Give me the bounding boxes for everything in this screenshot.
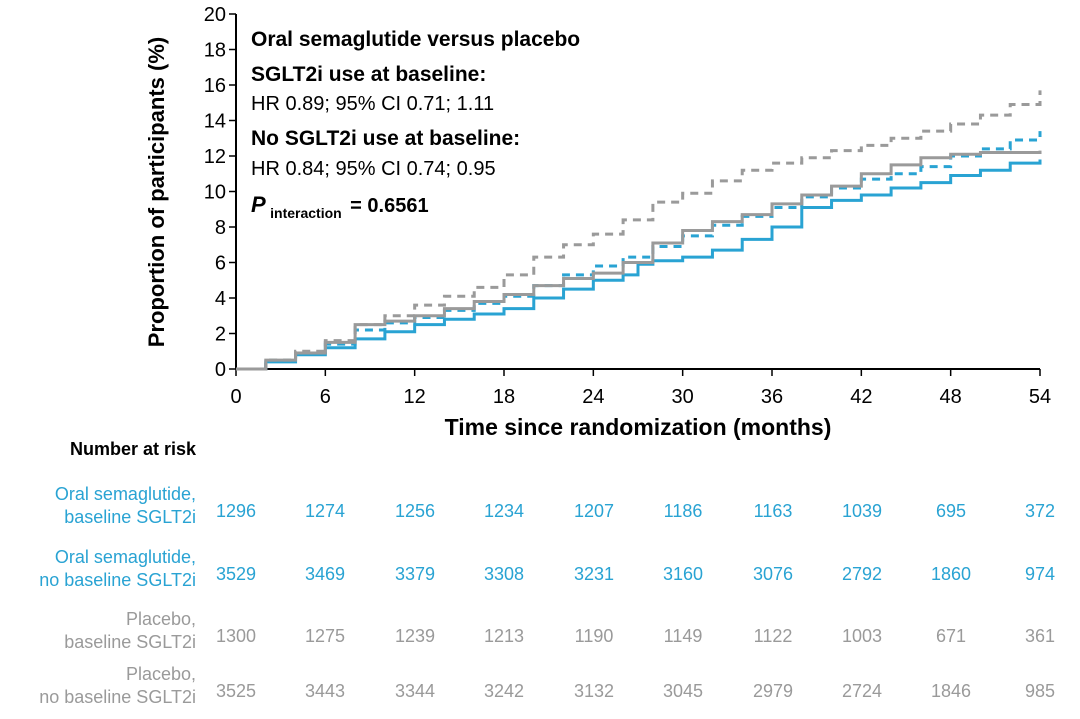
annotation-no-sglt2-heading: No SGLT2i use at baseline: (251, 127, 520, 150)
x-tick-label: 0 (230, 386, 241, 408)
risk-row-sema-no-sglt2: Oral semaglutide, no baseline SGLT2i 352… (0, 546, 1080, 602)
risk-row-label-line1: Placebo, (125, 664, 196, 684)
risk-cell: 1846 (930, 681, 972, 701)
risk-row-placebo-no-sglt2: Placebo, no baseline SGLT2i 3525 3443 33… (0, 663, 1080, 719)
risk-cell: 1300 (215, 626, 257, 646)
y-axis-label: Proportion of participants (%) (144, 37, 169, 347)
risk-cell: 2724 (841, 681, 883, 701)
annotation-title: Oral semaglutide versus placebo (251, 28, 580, 51)
x-tick-label: 48 (940, 386, 962, 408)
risk-cell: 361 (1024, 626, 1056, 646)
annotation-box: Oral semaglutide versus placebo SGLT2i u… (251, 28, 580, 222)
y-tick-label: 2 (215, 324, 226, 346)
risk-cell: 974 (1024, 564, 1056, 584)
risk-cell: 3443 (304, 681, 346, 701)
x-tick-label: 36 (761, 386, 783, 408)
risk-cell: 1860 (930, 564, 972, 584)
risk-cell: 1122 (753, 626, 793, 646)
y-tick-label: 8 (215, 217, 226, 239)
risk-cell: 372 (1024, 501, 1056, 521)
risk-cell: 1296 (215, 501, 257, 521)
risk-cell: 1149 (663, 626, 703, 646)
risk-cell: 695 (935, 501, 967, 521)
x-tick-label: 30 (672, 386, 694, 408)
risk-cell: 1234 (483, 501, 525, 521)
annotation-no-sglt2-hr: HR 0.84; 95% CI 0.74; 0.95 (251, 158, 496, 180)
annotation-p-value-line: P interaction = 0.6561 (251, 192, 429, 222)
x-tick-label: 6 (320, 386, 331, 408)
x-tick-label: 12 (404, 386, 426, 408)
series-placebo_no_sglt2 (236, 90, 1042, 371)
risk-cell: 2792 (841, 564, 883, 584)
risk-row-placebo-sglt2: Placebo, baseline SGLT2i 1300 1275 1239 … (0, 608, 1080, 664)
risk-cell: 3160 (662, 564, 704, 584)
risk-table-heading: Number at risk (69, 439, 196, 459)
x-tick-label: 24 (582, 386, 604, 408)
risk-row-sema-sglt2: Oral semaglutide, baseline SGLT2i 1296 1… (0, 483, 1080, 539)
y-tick-label: 20 (204, 4, 226, 26)
risk-row-label-line2: no baseline SGLT2i (39, 570, 196, 590)
risk-row-label-line1: Placebo, (125, 609, 196, 629)
risk-row-label-line2: baseline SGLT2i (64, 632, 196, 652)
series-sema_sglt2 (236, 159, 1042, 371)
risk-cell: 1275 (304, 626, 346, 646)
y-tick-label: 14 (204, 111, 226, 133)
y-tick-label: 10 (204, 182, 226, 204)
x-tick-label: 42 (850, 386, 872, 408)
risk-cell: 1207 (573, 501, 615, 521)
p-value: = 0.6561 (350, 195, 428, 217)
chart-series-layer (236, 90, 1042, 371)
risk-cell: 1239 (394, 626, 436, 646)
risk-cell: 3379 (394, 564, 436, 584)
risk-cell: 671 (935, 626, 967, 646)
y-tick-label: 12 (204, 146, 226, 168)
risk-cell: 2979 (752, 681, 794, 701)
risk-row-label: Oral semaglutide, baseline SGLT2i (0, 483, 196, 529)
risk-cell: 3308 (483, 564, 525, 584)
risk-cell: 3525 (215, 681, 257, 701)
risk-cell: 1190 (574, 626, 614, 646)
risk-cell: 1163 (753, 501, 793, 521)
risk-cell: 3076 (752, 564, 794, 584)
p-symbol: P (251, 192, 266, 217)
annotation-sglt2-hr: HR 0.89; 95% CI 0.71; 1.11 (251, 93, 494, 115)
risk-cell: 3132 (573, 681, 615, 701)
annotation-sglt2-heading: SGLT2i use at baseline: (251, 63, 486, 86)
risk-cell: 1256 (394, 501, 436, 521)
number-at-risk-table: Number at risk Oral semaglutide, baselin… (0, 430, 1080, 719)
y-tick-label: 16 (204, 75, 226, 97)
risk-cell: 3045 (662, 681, 704, 701)
risk-cell: 985 (1024, 681, 1056, 701)
risk-row-label-line1: Oral semaglutide, (54, 547, 196, 567)
risk-cell: 1039 (841, 501, 883, 521)
x-tick-label: 18 (493, 386, 515, 408)
risk-row-label-line2: no baseline SGLT2i (39, 687, 196, 707)
y-tick-label: 4 (215, 288, 226, 310)
series-sema_no_sglt2 (236, 131, 1042, 371)
risk-row-label: Oral semaglutide, no baseline SGLT2i (0, 546, 196, 592)
risk-row-label: Placebo, no baseline SGLT2i (0, 663, 196, 709)
risk-row-label-line1: Oral semaglutide, (54, 484, 196, 504)
risk-cell: 3344 (394, 681, 436, 701)
risk-cell: 3529 (215, 564, 257, 584)
risk-cell: 3231 (573, 564, 615, 584)
y-tick-label: 18 (204, 40, 226, 62)
risk-cell: 1213 (483, 626, 525, 646)
x-tick-label: 54 (1029, 386, 1051, 408)
risk-row-label-line2: baseline SGLT2i (64, 507, 196, 527)
y-tick-label: 0 (215, 359, 226, 381)
risk-cell: 1186 (663, 501, 703, 521)
risk-cell: 1274 (304, 501, 346, 521)
risk-cell: 1003 (841, 626, 883, 646)
p-subscript: interaction (270, 205, 342, 221)
risk-cell: 3242 (483, 681, 525, 701)
y-tick-label: 6 (215, 253, 226, 275)
x-axis-label: Time since randomization (months) (445, 414, 832, 440)
risk-cell: 3469 (304, 564, 346, 584)
risk-row-label: Placebo, baseline SGLT2i (0, 608, 196, 654)
